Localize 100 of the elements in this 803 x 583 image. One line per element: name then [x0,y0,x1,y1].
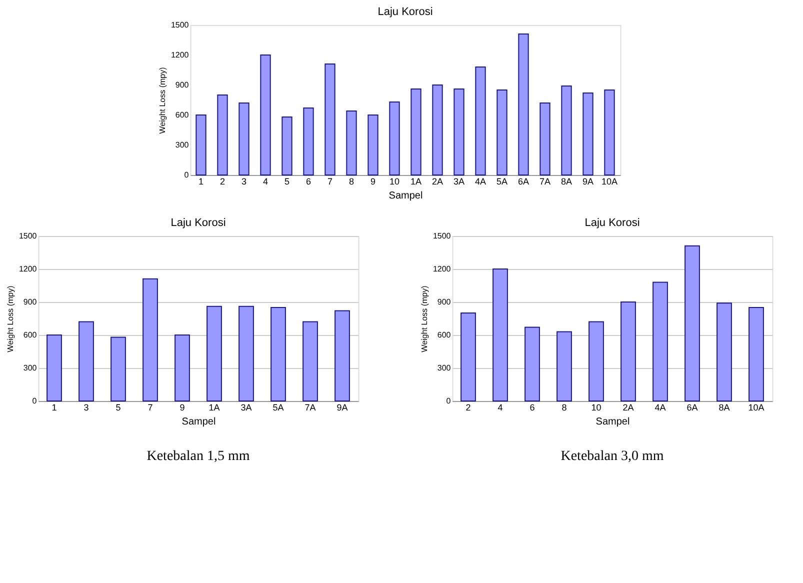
y-tick-label: 0 [184,170,190,180]
x-tick-label: 3 [84,402,89,412]
text: Ketebalan 1,5 mm [146,449,250,464]
bar [346,110,357,176]
y-tick-label: 600 [437,330,452,340]
x-tick-label: 6A [518,176,530,186]
chart-title: Laju Korosi [170,217,226,229]
bar [556,331,572,402]
x-tick-label: 7 [148,402,153,412]
x-tick-label: 3 [241,176,247,186]
x-tick-label: 2 [220,176,226,186]
bar [282,116,292,176]
x-tick-label: 8 [348,176,354,186]
bar [460,312,476,402]
x-tick-label: 10 [389,176,400,186]
y-axis-title: Weight Loss (mpy) [158,66,167,134]
bar [46,334,62,402]
bar [303,108,314,176]
y-tick-label: 900 [23,298,38,306]
x-tick-label: 9A [336,402,348,412]
bar [110,336,126,402]
x-tick-label: 2 [466,402,471,412]
x-tick-label: 8A [718,402,730,412]
bar [410,88,422,176]
x-tick-label: 1A [208,402,220,412]
x-tick-label: 1A [410,176,422,186]
x-tick-label: 4 [262,176,268,186]
x-tick-label: 7A [304,402,316,412]
chart-title: Laju Korosi [584,217,640,229]
bar [604,90,615,176]
x-axis-title: Sampel [182,416,216,428]
bar [270,307,286,402]
x-tick-label: 6A [686,402,698,412]
y-tick-label: 300 [23,364,38,372]
y-tick-label: 1200 [170,50,190,60]
bar [684,245,700,402]
bar [389,102,400,176]
bar [716,302,732,402]
y-tick-label: 300 [175,140,190,150]
x-tick-label: 8 [562,402,567,412]
x-tick-label: 6 [306,176,312,186]
x-tick-label: 3A [240,402,252,412]
bar [540,102,550,176]
y-tick-label: 0 [32,396,38,406]
x-tick-label: 9A [582,176,594,186]
x-tick-label: 2A [432,176,444,186]
y-axis-title: Weight Loss (mpy) [420,285,429,352]
bar [582,92,594,176]
y-tick-label: 1500 [18,232,38,240]
bar [496,90,508,176]
x-tick-label: 5 [284,176,290,186]
bar [518,34,529,176]
bar [748,307,764,402]
bar [324,64,336,176]
x-tick-label: 5A [496,176,508,186]
x-axis-title: Sampel [388,190,423,202]
x-tick-label: 9 [180,402,185,412]
bar [652,282,668,402]
bar [492,268,508,402]
y-tick-label: 1200 [18,264,38,274]
bar [196,114,206,176]
bar [206,306,222,402]
y-tick-label: 1200 [432,264,452,274]
y-tick-label: 900 [175,80,190,90]
bar [238,306,254,402]
y-tick-label: 1500 [170,20,190,30]
bar [454,88,464,176]
bar [588,321,604,402]
bar [174,334,190,402]
x-tick-label: 5 [116,402,121,412]
bar [302,321,318,402]
x-tick-label: 7A [539,176,551,186]
x-tick-label: 10A [601,176,618,186]
bar [238,102,250,176]
bar [368,114,378,176]
bar [78,321,94,402]
bar [142,278,158,402]
bar [432,84,443,176]
x-tick-label: 4A [654,402,666,412]
y-tick-label: 600 [175,110,190,120]
x-tick-label: 4A [474,176,486,186]
x-tick-label: 10A [748,402,764,412]
x-tick-label: 3A [453,176,465,186]
x-tick-label: 10 [591,402,602,412]
y-tick-label: 0 [446,396,452,406]
y-tick-label: 1500 [432,232,452,240]
bar [561,86,572,176]
x-tick-label: 6 [530,402,535,412]
y-axis-title: Weight Loss (mpy) [6,285,15,352]
y-tick-label: 900 [437,298,452,306]
x-axis-title: Sampel [596,416,630,428]
bar [217,94,228,176]
x-tick-label: 8A [560,176,572,186]
chart-title: Laju Korosi [378,6,433,18]
x-tick-label: 2A [622,402,634,412]
bar [334,310,350,402]
bar [620,302,636,402]
bar [260,54,271,176]
bar [475,66,486,176]
y-tick-label: 300 [437,364,452,372]
